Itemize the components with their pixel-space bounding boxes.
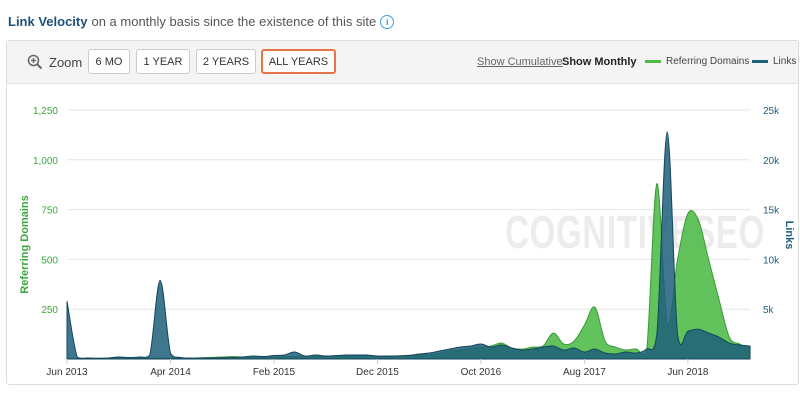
x-axis-tick-label: Jun 2013	[46, 367, 88, 378]
chart-header: Link Velocity on a monthly basis since th…	[8, 14, 395, 29]
right-axis-tick-label: 25k	[763, 106, 780, 117]
zoom-all-years-button[interactable]: ALL YEARS	[261, 49, 336, 74]
left-axis-tick-label: 250	[41, 305, 58, 316]
legend-label-links: Links	[773, 56, 797, 67]
right-axis-title: Links	[783, 221, 795, 250]
left-axis-tick-label: 1,250	[33, 106, 58, 117]
right-axis-tick-label: 10k	[763, 255, 780, 266]
legend-label-referring-domains: Referring Domains	[666, 56, 750, 67]
zoom-label: Zoom	[49, 54, 83, 70]
legend-swatch-referring-domains	[645, 60, 661, 63]
show-monthly-link[interactable]: Show Monthly	[562, 56, 637, 68]
legend-referring-domains[interactable]: Referring Domains	[645, 56, 749, 67]
chart-toolbar: Zoom 6 MO 1 YEAR 2 YEARS ALL YEARS Show …	[7, 41, 798, 84]
series-area-links	[66, 131, 751, 360]
x-axis-tick-label: Jun 2018	[667, 367, 709, 378]
legend-swatch-links	[752, 60, 768, 63]
zoom-1year-button[interactable]: 1 YEAR	[136, 49, 190, 74]
x-axis-tick-label: Feb 2015	[253, 367, 296, 378]
x-axis-tick-label: Oct 2016	[461, 367, 502, 378]
info-icon[interactable]: i	[380, 15, 395, 29]
x-axis-tick-label: Dec 2015	[356, 367, 399, 378]
left-axis-tick-label: 750	[41, 206, 58, 217]
right-axis-tick-label: 5k	[763, 305, 775, 316]
right-axis-tick-label: 15k	[763, 206, 780, 217]
zoom-in-icon[interactable]	[27, 54, 43, 70]
legend-links[interactable]: Links	[752, 56, 796, 67]
zoom-6mo-button[interactable]: 6 MO	[88, 49, 130, 74]
left-axis-title: Referring Domains	[19, 195, 31, 293]
chart-subtitle: on a monthly basis since the existence o…	[91, 14, 377, 29]
left-axis-tick-label: 1,000	[33, 156, 58, 167]
x-axis-tick-label: Apr 2014	[150, 367, 191, 378]
show-cumulative-link[interactable]: Show Cumulative	[477, 56, 563, 68]
left-axis-tick-label: 500	[41, 255, 58, 266]
right-axis-tick-label: 20k	[763, 156, 780, 167]
zoom-2years-button[interactable]: 2 YEARS	[196, 49, 256, 74]
watermark-text: COGNITIVESEO	[505, 206, 765, 258]
x-axis-tick-label: Aug 2017	[563, 367, 606, 378]
chart-title: Link Velocity	[8, 14, 88, 29]
zoom-control: Zoom	[27, 54, 82, 70]
